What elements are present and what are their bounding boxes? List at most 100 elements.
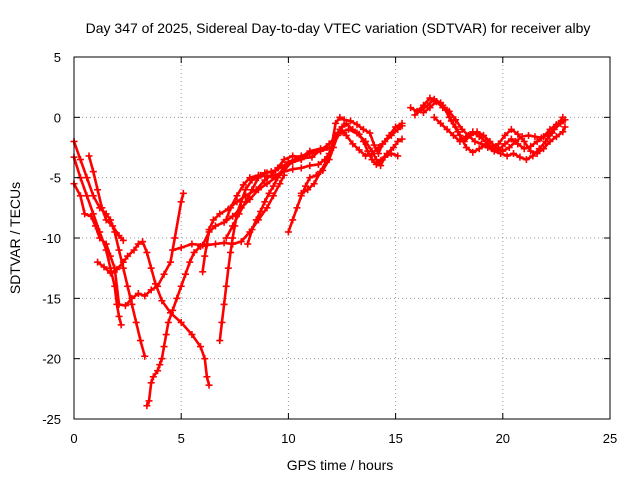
series-line: [96, 240, 211, 387]
data-point: [158, 355, 166, 363]
data-point: [154, 367, 162, 375]
data-point: [106, 269, 114, 277]
data-point: [139, 238, 147, 246]
data-point: [244, 240, 252, 248]
data-point: [372, 160, 380, 168]
data-point: [411, 111, 419, 119]
data-point: [141, 292, 149, 300]
data-point: [263, 172, 271, 180]
x-tick-label: 0: [70, 431, 77, 446]
data-point: [419, 109, 427, 117]
data-point: [274, 174, 282, 182]
data-point: [342, 131, 350, 139]
y-tick-label: -25: [42, 412, 61, 427]
data-point: [124, 252, 132, 260]
data-point: [188, 240, 196, 248]
data-point: [353, 121, 361, 129]
data-point: [177, 198, 185, 206]
y-tick-label: 5: [54, 50, 61, 65]
data-point: [203, 373, 211, 381]
data-point: [533, 137, 541, 145]
data-point: [205, 381, 213, 389]
data-point: [181, 270, 189, 278]
data-point: [212, 222, 220, 230]
data-point: [261, 176, 269, 184]
y-tick-label: -10: [42, 231, 61, 246]
data-point: [514, 140, 522, 148]
data-point: [278, 163, 286, 171]
data-point: [85, 152, 93, 160]
data-point: [83, 192, 91, 200]
data-point: [263, 204, 271, 212]
x-tick-label: 5: [178, 431, 185, 446]
data-point: [267, 168, 275, 176]
data-point: [254, 174, 262, 182]
data-point: [89, 168, 97, 176]
y-tick-label: -20: [42, 352, 61, 367]
x-axis-label: GPS time / hours: [287, 457, 394, 473]
data-point: [552, 133, 560, 141]
series-arc-4: [85, 152, 127, 244]
data-point: [269, 192, 277, 200]
data-point: [190, 248, 198, 256]
series-line: [72, 155, 123, 327]
data-point: [374, 150, 382, 158]
data-point: [134, 240, 142, 248]
data-point: [113, 265, 121, 273]
data-point: [439, 101, 447, 109]
data-point: [199, 268, 207, 276]
series-arc-7: [169, 122, 406, 254]
data-point: [488, 144, 496, 151]
data-point: [458, 125, 466, 133]
data-point: [173, 294, 181, 302]
data-point: [445, 113, 453, 121]
data-point: [280, 166, 288, 174]
data-point: [471, 137, 479, 145]
data-point: [317, 168, 325, 176]
series-arc-18: [430, 113, 567, 154]
data-point: [76, 192, 84, 200]
data-point: [392, 123, 400, 131]
data-point: [456, 131, 464, 139]
data-point: [529, 152, 537, 160]
data-point: [327, 144, 335, 151]
data-point: [98, 204, 106, 212]
data-point: [302, 182, 310, 190]
data-point: [220, 239, 228, 247]
data-point: [177, 318, 185, 326]
data-point: [469, 148, 477, 156]
data-point: [235, 210, 243, 218]
data-point: [533, 150, 541, 158]
data-point: [499, 147, 507, 155]
data-point: [323, 156, 331, 164]
data-point: [546, 137, 554, 145]
data-point: [462, 144, 470, 151]
data-point: [510, 150, 518, 158]
data-point: [147, 264, 155, 272]
data-point: [443, 125, 451, 133]
data-point: [201, 252, 209, 260]
data-point: [171, 234, 179, 242]
data-point: [452, 116, 460, 124]
data-point: [368, 156, 376, 164]
data-point: [297, 189, 305, 197]
data-point: [308, 153, 316, 161]
data-point: [297, 164, 305, 172]
data-point: [263, 180, 271, 188]
data-point: [218, 318, 226, 326]
chart-title: Day 347 of 2025, Sidereal Day-to-day VTE…: [86, 20, 591, 36]
data-point: [407, 104, 415, 112]
data-point: [124, 282, 132, 290]
data-point: [113, 300, 121, 308]
data-point: [289, 216, 297, 224]
data-point: [134, 290, 142, 298]
data-point: [385, 131, 393, 139]
data-point: [136, 337, 144, 345]
data-point: [336, 113, 344, 121]
data-point: [456, 137, 464, 145]
data-point: [169, 306, 177, 314]
data-point: [377, 157, 385, 165]
data-point: [222, 282, 230, 290]
data-point: [121, 302, 129, 310]
data-point: [355, 146, 363, 154]
